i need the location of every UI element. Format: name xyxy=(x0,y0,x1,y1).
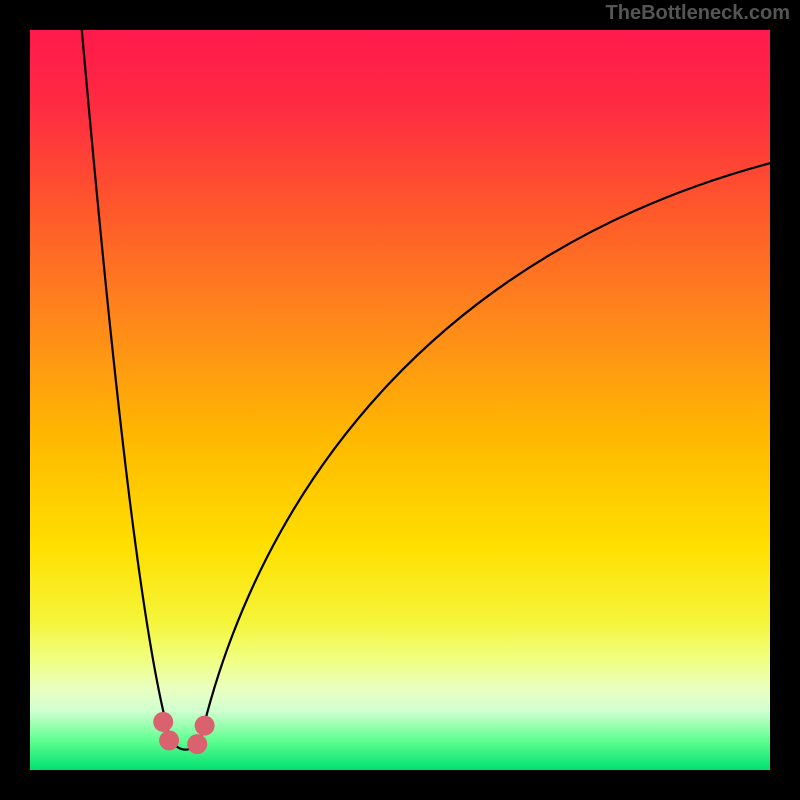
marker-dot xyxy=(187,734,207,754)
gradient-background xyxy=(30,30,770,770)
marker-dot xyxy=(159,730,179,750)
marker-dot xyxy=(195,716,215,736)
watermark-text: TheBottleneck.com xyxy=(606,2,790,25)
chart-canvas xyxy=(30,30,770,770)
marker-dot xyxy=(153,712,173,732)
chart-svg xyxy=(30,30,770,770)
chart-frame: TheBottleneck.com xyxy=(0,0,800,800)
